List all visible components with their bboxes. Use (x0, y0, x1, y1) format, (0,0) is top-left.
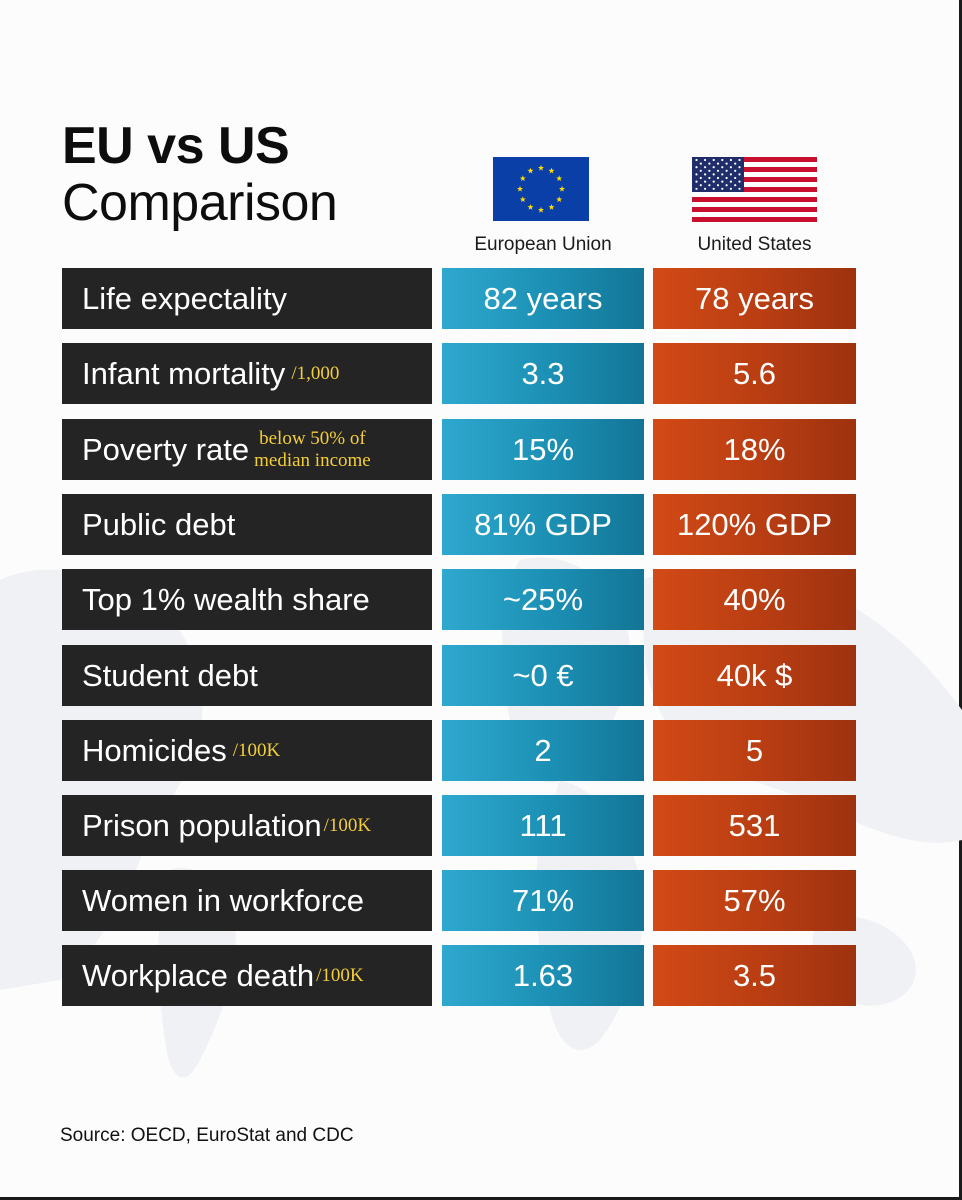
row-unit: /1,000 (291, 362, 340, 384)
row-label-text: Top 1% wealth share (82, 581, 370, 617)
eu-value: 3.3 (442, 343, 644, 404)
row-label-text: Women in workforce (82, 882, 364, 918)
row-label: Women in workforce (62, 870, 432, 931)
us-value: 40k $ (653, 645, 856, 706)
eu-value: ~0 € (442, 645, 644, 706)
column-header-eu: European Union (474, 234, 612, 255)
row-unit-line-1: below 50% of (259, 427, 366, 449)
row-label-text: Life expectality (82, 280, 288, 316)
row-unit: below 50% of median income (254, 428, 371, 472)
row-label: Homicides/100K (62, 720, 432, 781)
title-line-1: EU vs US (62, 117, 290, 175)
us-value: 120% GDP (653, 494, 856, 555)
row-label-text: Infant mortality (82, 355, 286, 391)
eu-value: 82 years (442, 268, 644, 329)
us-value: 40% (653, 569, 856, 630)
us-flag-icon (692, 157, 817, 222)
row-label-text: Prison population (82, 807, 322, 843)
table-row: Poverty rate below 50% of median income 15… (62, 419, 856, 480)
table-row: Public debt 81% GDP 120% GDP (62, 494, 856, 555)
us-value: 78 years (653, 268, 856, 329)
eu-value: ~25% (442, 569, 644, 630)
us-value: 5 (653, 720, 856, 781)
row-unit: /100K (323, 814, 372, 836)
us-value: 57% (653, 870, 856, 931)
row-label: Top 1% wealth share (62, 569, 432, 630)
table-row: Student debt ~0 € 40k $ (62, 645, 856, 706)
table-row: Homicides/100K 2 5 (62, 720, 856, 781)
row-label: Infant mortality/1,000 (62, 343, 432, 404)
table-row: Top 1% wealth share ~25% 40% (62, 569, 856, 630)
eu-value: 1.63 (442, 945, 644, 1006)
eu-value: 2 (442, 720, 644, 781)
row-label: Life expectality (62, 268, 432, 329)
us-value: 531 (653, 795, 856, 856)
eu-value: 111 (442, 795, 644, 856)
row-label: Prison population/100K (62, 795, 432, 856)
eu-value: 15% (442, 419, 644, 480)
row-label-text: Poverty rate (82, 431, 250, 467)
us-value: 18% (653, 419, 856, 480)
source-note: Source: OECD, EuroStat and CDC (60, 1125, 354, 1146)
row-label-text: Workplace death (82, 957, 315, 993)
page-title: EU vs US Comparison (62, 117, 338, 232)
row-label: Workplace death/100K (62, 945, 432, 1006)
row-label-text: Public debt (82, 506, 236, 542)
eu-flag-icon (493, 157, 589, 221)
row-unit: /100K (232, 739, 281, 761)
eu-value: 81% GDP (442, 494, 644, 555)
table-row: Life expectality 82 years 78 years (62, 268, 856, 329)
row-label: Student debt (62, 645, 432, 706)
row-label: Public debt (62, 494, 432, 555)
row-unit-line-2: median income (254, 449, 371, 471)
eu-value: 71% (442, 870, 644, 931)
row-label: Poverty rate below 50% of median income (62, 419, 432, 480)
us-value: 5.6 (653, 343, 856, 404)
table-row: Workplace death/100K 1.63 3.5 (62, 945, 856, 1006)
column-header-us: United States (697, 234, 812, 255)
table-row: Infant mortality/1,000 3.3 5.6 (62, 343, 856, 404)
row-label-text: Student debt (82, 657, 258, 693)
row-label-text: Homicides (82, 732, 227, 768)
table-row: Women in workforce 71% 57% (62, 870, 856, 931)
us-value: 3.5 (653, 945, 856, 1006)
title-line-2: Comparison (62, 174, 338, 232)
row-unit: /100K (316, 964, 364, 986)
table-row: Prison population/100K 111 531 (62, 795, 856, 856)
